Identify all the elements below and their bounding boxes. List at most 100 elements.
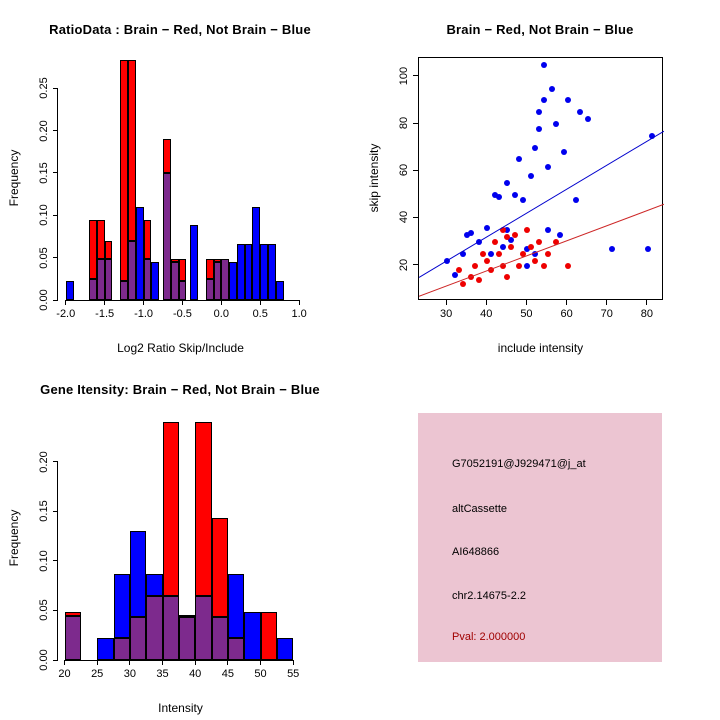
y-tick: [413, 75, 418, 77]
scatter-point-not-brain: [552, 121, 559, 128]
histogram-bar-red: [205, 259, 214, 279]
x-tick-label: 60: [560, 308, 573, 320]
x-tick-label: 25: [91, 668, 104, 680]
x-tick-label: 30: [123, 668, 136, 680]
scatter-point-brain: [476, 276, 483, 283]
scatter-point-brain: [472, 262, 479, 269]
scatter-point-not-brain: [536, 125, 543, 132]
y-axis-line: [57, 88, 58, 300]
scatter-point-not-brain: [464, 231, 471, 238]
y-tick-label: 0.15: [38, 500, 50, 522]
x-tick-label: 80: [640, 308, 654, 320]
fit-line-brain-fit: [419, 203, 664, 297]
info-box: G7052191@J929471@j_at altCassette AI6488…: [418, 413, 662, 662]
histogram-bar-overlap: [227, 638, 245, 660]
x-tick: [260, 660, 262, 665]
plot-area: [58, 417, 303, 660]
histogram-bar-red: [162, 421, 179, 596]
scatter-point-brain: [488, 267, 495, 274]
histogram-bar-blue: [151, 261, 160, 300]
scatter-point-brain: [532, 257, 539, 264]
panel-gene-intensity-histogram: Gene Itensity: Brain − Red, Not Brain − …: [0, 360, 360, 720]
y-tick: [413, 122, 418, 124]
histogram-bar-overlap: [113, 638, 130, 660]
scatter-point-not-brain: [524, 262, 531, 269]
x-tick-label: 55: [287, 668, 300, 680]
x-tick-label: -2.0: [56, 308, 76, 320]
y-tick: [53, 461, 58, 463]
x-tick: [181, 300, 183, 305]
y-tick: [53, 299, 58, 301]
x-axis-line: [64, 660, 294, 661]
chart-title: RatioData : Brain − Red, Not Brain − Blu…: [49, 22, 311, 37]
scatter-point-not-brain: [460, 250, 467, 257]
histogram-bar-red: [143, 219, 152, 260]
scatter-point-not-brain: [512, 191, 519, 198]
histogram-bar-blue: [275, 281, 284, 300]
scatter-point-brain: [504, 274, 511, 281]
histogram-bar-overlap: [213, 261, 222, 300]
scatter-point-not-brain: [488, 250, 495, 257]
histogram-bar-blue: [268, 244, 276, 300]
scatter-point-not-brain: [524, 246, 531, 253]
histogram-bar-blue: [97, 638, 114, 660]
accession-id: AI648866: [452, 546, 500, 558]
histogram-bar-overlap: [178, 617, 196, 660]
scatter-point-not-brain: [556, 231, 563, 238]
y-tick: [53, 172, 58, 174]
y-axis-label: skip intensity: [367, 143, 381, 213]
x-tick: [65, 300, 67, 305]
y-tick: [413, 264, 418, 266]
x-tick-label: 50: [254, 668, 267, 680]
scatter-point-brain: [564, 262, 571, 269]
y-tick-label: 0.10: [38, 204, 50, 227]
x-tick: [485, 300, 487, 305]
x-tick-label: -1.5: [95, 308, 115, 320]
scatter-point-brain: [520, 250, 527, 257]
scatter-point-brain: [544, 250, 551, 257]
histogram-bar-overlap: [128, 240, 136, 300]
panel-intensity-scatter: Brain − Red, Not Brain − Blue skip inten…: [360, 0, 720, 360]
y-axis-label: Frequency: [7, 509, 21, 567]
scatter-point-brain: [540, 262, 547, 269]
scatter-point-not-brain: [520, 196, 527, 203]
histogram-bar-blue: [236, 244, 245, 300]
histogram-bar-blue: [190, 225, 198, 300]
scatter-point-not-brain: [452, 272, 459, 279]
scatter-point-not-brain: [536, 109, 543, 116]
scatter-point-not-brain: [564, 97, 571, 104]
scatter-point-brain: [524, 227, 531, 234]
pval-text: Pval: 2.000000: [452, 631, 526, 643]
histogram-bar-overlap: [104, 259, 113, 300]
x-axis-label: include intensity: [497, 341, 584, 355]
histogram-bar-overlap: [163, 172, 171, 300]
scatter-point-brain: [536, 239, 543, 246]
plot-area: [58, 57, 303, 300]
histogram-bar-overlap: [221, 259, 230, 300]
scatter-point-not-brain: [544, 227, 551, 234]
y-tick: [53, 659, 58, 661]
histogram-bar-red: [89, 219, 97, 279]
histogram-bar-red: [178, 615, 196, 618]
y-tick: [53, 87, 58, 89]
scatter-point-not-brain: [548, 85, 555, 92]
scatter-point-not-brain: [648, 132, 655, 139]
histogram-bar-overlap: [211, 617, 228, 660]
y-tick: [53, 257, 58, 259]
x-tick-label: 45: [221, 668, 234, 680]
x-tick: [606, 300, 608, 305]
y-tick-label: 40: [398, 211, 410, 224]
x-tick: [525, 300, 527, 305]
y-tick-label: 60: [398, 164, 410, 177]
x-tick-label: 0.0: [213, 308, 229, 320]
chart-title: Gene Itensity: Brain − Red, Not Brain − …: [40, 382, 320, 397]
histogram-bar-red: [120, 60, 128, 282]
y-tick-label: 0.20: [38, 450, 50, 473]
y-tick-label: 100: [398, 66, 410, 86]
scatter-point-not-brain: [528, 172, 535, 179]
scatter-point-not-brain: [608, 246, 615, 253]
histogram-bar-blue: [252, 206, 261, 300]
scatter-point-brain: [512, 231, 519, 238]
x-tick: [566, 300, 568, 305]
